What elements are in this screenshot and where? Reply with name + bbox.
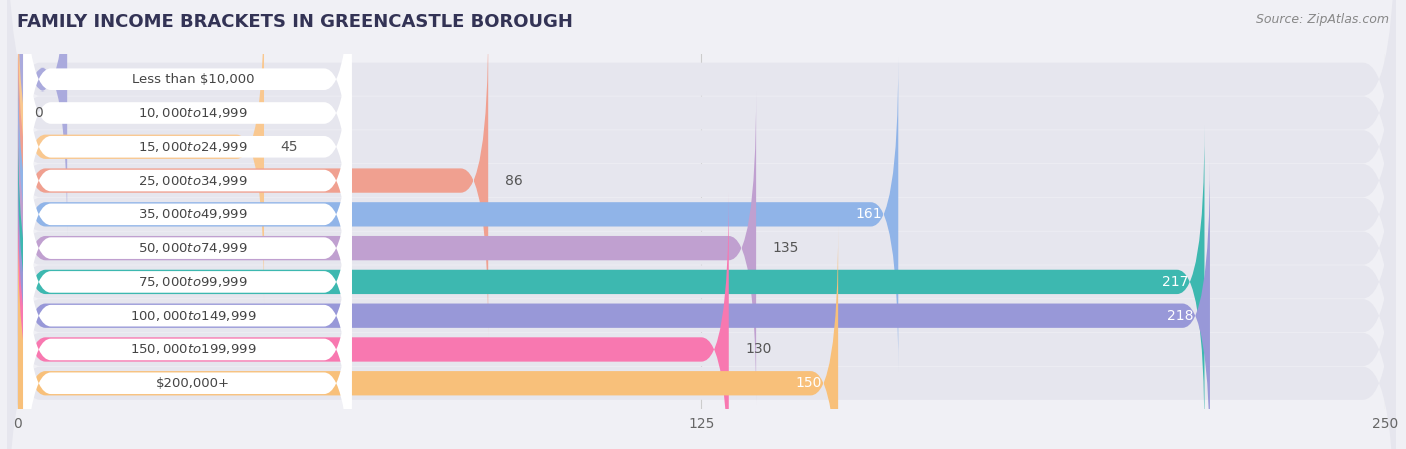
FancyBboxPatch shape	[18, 24, 488, 337]
Text: $100,000 to $149,999: $100,000 to $149,999	[129, 309, 256, 323]
Text: Less than $10,000: Less than $10,000	[132, 73, 254, 86]
FancyBboxPatch shape	[18, 125, 1205, 439]
FancyBboxPatch shape	[7, 130, 1396, 449]
Text: 45: 45	[280, 140, 298, 154]
FancyBboxPatch shape	[7, 0, 1396, 367]
Text: 218: 218	[1167, 309, 1194, 323]
Text: FAMILY INCOME BRACKETS IN GREENCASTLE BOROUGH: FAMILY INCOME BRACKETS IN GREENCASTLE BO…	[17, 13, 572, 31]
Text: 161: 161	[855, 207, 882, 221]
Text: 150: 150	[796, 376, 821, 390]
FancyBboxPatch shape	[24, 90, 351, 406]
FancyBboxPatch shape	[7, 62, 1396, 434]
FancyBboxPatch shape	[18, 226, 838, 449]
FancyBboxPatch shape	[7, 197, 1396, 449]
FancyBboxPatch shape	[18, 193, 728, 449]
Text: 0: 0	[34, 106, 44, 120]
FancyBboxPatch shape	[24, 0, 351, 271]
FancyBboxPatch shape	[24, 191, 351, 449]
FancyBboxPatch shape	[24, 56, 351, 372]
FancyBboxPatch shape	[18, 57, 898, 371]
FancyBboxPatch shape	[7, 0, 1396, 333]
Text: 130: 130	[745, 343, 772, 357]
Text: $15,000 to $24,999: $15,000 to $24,999	[138, 140, 247, 154]
FancyBboxPatch shape	[24, 22, 351, 339]
FancyBboxPatch shape	[7, 0, 1396, 299]
FancyBboxPatch shape	[18, 159, 1211, 449]
FancyBboxPatch shape	[24, 0, 351, 238]
FancyBboxPatch shape	[18, 0, 264, 304]
FancyBboxPatch shape	[7, 28, 1396, 401]
FancyBboxPatch shape	[24, 0, 351, 305]
Text: $35,000 to $49,999: $35,000 to $49,999	[138, 207, 247, 221]
Text: $75,000 to $99,999: $75,000 to $99,999	[138, 275, 247, 289]
FancyBboxPatch shape	[24, 158, 351, 449]
Text: $10,000 to $14,999: $10,000 to $14,999	[138, 106, 247, 120]
Text: Source: ZipAtlas.com: Source: ZipAtlas.com	[1256, 13, 1389, 26]
Text: 135: 135	[772, 241, 799, 255]
FancyBboxPatch shape	[7, 163, 1396, 449]
Text: $150,000 to $199,999: $150,000 to $199,999	[129, 343, 256, 357]
Text: 217: 217	[1161, 275, 1188, 289]
Text: $200,000+: $200,000+	[156, 377, 231, 390]
Text: 86: 86	[505, 174, 523, 188]
Text: 9: 9	[42, 72, 51, 86]
FancyBboxPatch shape	[24, 225, 351, 449]
FancyBboxPatch shape	[18, 0, 67, 236]
FancyBboxPatch shape	[18, 92, 756, 405]
Text: $50,000 to $74,999: $50,000 to $74,999	[138, 241, 247, 255]
Text: $25,000 to $34,999: $25,000 to $34,999	[138, 174, 247, 188]
FancyBboxPatch shape	[7, 0, 1396, 265]
FancyBboxPatch shape	[24, 124, 351, 440]
FancyBboxPatch shape	[7, 96, 1396, 449]
